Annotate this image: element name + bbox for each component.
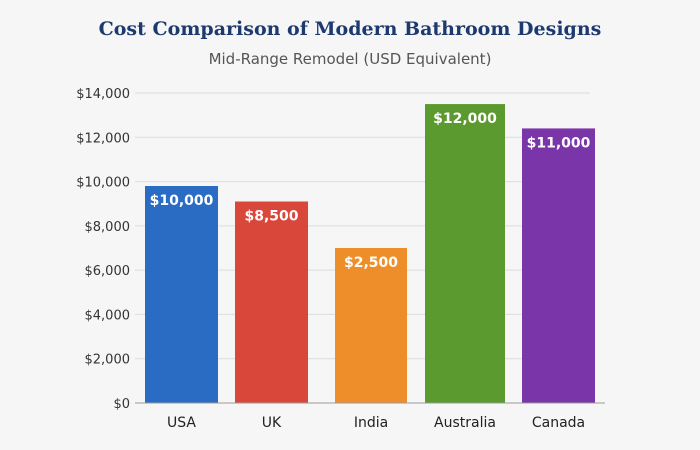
y-tick-label: $8,000 xyxy=(85,220,131,235)
chart-title: Cost Comparison of Modern Bathroom Desig… xyxy=(98,18,602,40)
y-tick-label: $4,000 xyxy=(85,308,131,323)
data-label: $2,500 xyxy=(344,255,398,271)
y-tick-label: $14,000 xyxy=(76,87,130,102)
y-tick-label: $0 xyxy=(113,397,130,412)
bar-australia xyxy=(425,104,505,404)
bar-usa xyxy=(145,186,218,403)
data-label: $12,000 xyxy=(433,111,497,127)
y-tick-label: $2,000 xyxy=(85,353,131,368)
x-tick-label: Australia xyxy=(434,415,496,431)
y-tick-label: $6,000 xyxy=(85,264,131,279)
bar-uk xyxy=(235,201,308,403)
data-label: $10,000 xyxy=(150,193,214,209)
chart-subtitle: Mid-Range Remodel (USD Equivalent) xyxy=(208,50,492,68)
data-label: $11,000 xyxy=(527,135,591,151)
x-tick-label: USA xyxy=(167,415,196,431)
y-tick-label: $12,000 xyxy=(76,131,130,146)
x-tick-label: Canada xyxy=(532,415,585,431)
data-label: $8,500 xyxy=(244,209,298,225)
x-tick-label: UK xyxy=(262,415,282,431)
x-tick-label: India xyxy=(354,415,388,431)
bar-canada xyxy=(522,128,595,403)
bar-india xyxy=(335,248,407,403)
y-tick-label: $10,000 xyxy=(76,176,130,191)
